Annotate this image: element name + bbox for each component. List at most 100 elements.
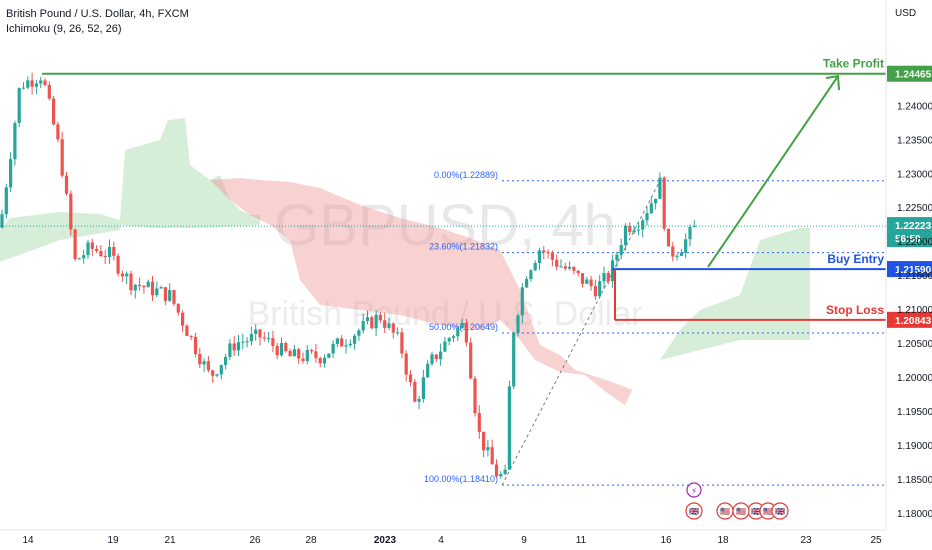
candle-body <box>318 358 322 364</box>
event-flag-icon[interactable]: 🇺🇸 <box>732 502 750 520</box>
time-tick: 28 <box>305 535 317 546</box>
take-profit-price-tag[interactable]: 1.24465 <box>887 65 932 82</box>
candle-body <box>469 342 473 379</box>
event-flag-icon[interactable]: 🇬🇧 <box>685 502 703 520</box>
event-flag-icon[interactable]: 🇬🇧 <box>771 502 789 520</box>
candle-body <box>443 341 447 352</box>
candle-body <box>99 251 103 257</box>
economic-events[interactable]: ⚡🇬🇧 🇺🇸 🇬🇧 🇺🇸 🇬🇧🇺🇸 <box>685 482 789 520</box>
candle-body <box>383 320 387 328</box>
projection-line[interactable] <box>707 75 839 268</box>
current-price-tag[interactable]: 1.22223 56:50 <box>887 217 932 248</box>
candle-body <box>619 245 623 255</box>
candle-body <box>245 341 249 343</box>
candle-body <box>77 258 81 260</box>
candle-body <box>555 259 559 267</box>
time-tick: 18 <box>717 535 729 546</box>
event-flag-glyph: 🇬🇧 <box>751 507 761 516</box>
candle-body <box>176 303 180 313</box>
watermark-name: British Pound / U.S. Dollar <box>248 295 643 333</box>
candle-body <box>168 290 172 301</box>
symbol-title[interactable]: British Pound / U.S. Dollar, 4h, FXCM <box>6 8 189 20</box>
candle-body <box>585 279 589 284</box>
cloud-bullish <box>660 228 810 360</box>
projection-arrow[interactable] <box>707 74 840 268</box>
event-flag-glyph: 🇬🇧 <box>775 507 785 516</box>
time-axis[interactable]: 14 19 21 26 28 2023 4 9 11 16 18 23 25 <box>22 535 882 546</box>
candle-body <box>512 332 516 387</box>
candle-body <box>279 342 284 356</box>
candle-body <box>654 198 658 204</box>
candle-body <box>340 338 344 347</box>
price-axis[interactable]: 1.24000 1.23500 1.23000 1.22500 1.22000 1.215… <box>897 101 932 520</box>
candle-body <box>155 288 159 296</box>
candle-body <box>193 336 198 354</box>
stop-loss-label: Stop Loss <box>826 303 884 317</box>
projection-arrowhead <box>825 74 840 91</box>
candle-body <box>636 229 640 231</box>
price-tick: 1.19500 <box>897 407 932 418</box>
time-tick: 16 <box>660 535 672 546</box>
time-tick: 2023 <box>374 535 397 546</box>
candle-body <box>666 228 671 247</box>
candle-body <box>310 350 314 352</box>
candle-body <box>568 266 572 269</box>
candle-body <box>649 203 653 214</box>
candle-body <box>529 270 533 279</box>
candle-body <box>292 349 296 357</box>
candle-body <box>211 370 215 376</box>
candle-body <box>129 273 133 291</box>
candle-body <box>361 321 365 331</box>
candle-body <box>133 284 137 291</box>
candle-body <box>589 279 593 287</box>
stop-loss-price-tag[interactable]: 1.20843 <box>887 311 932 328</box>
candle-body <box>232 343 236 351</box>
candle-body <box>400 332 404 354</box>
candle-body <box>335 338 339 344</box>
candle-body <box>13 122 17 160</box>
candle-body <box>60 139 64 176</box>
candle-body <box>675 255 679 257</box>
candle-body <box>374 314 378 329</box>
candle-body <box>576 270 580 274</box>
candle-body <box>112 246 116 256</box>
indicator-label[interactable]: Ichimoku (9, 26, 52, 26) <box>6 23 122 35</box>
candle-body <box>679 252 683 256</box>
candle-body <box>34 83 38 87</box>
chart-legend: British Pound / U.S. Dollar, 4h, FXCM Ic… <box>6 7 189 37</box>
candle-body <box>189 335 193 337</box>
buy-entry-price-tag[interactable]: 1.21590 <box>887 261 932 278</box>
time-tick: 25 <box>870 535 882 546</box>
candle-body <box>288 350 292 357</box>
candle-body <box>645 213 649 221</box>
candle-body <box>64 175 69 194</box>
candle-body <box>396 332 400 334</box>
candle-body <box>413 381 417 402</box>
candle-body <box>628 225 632 233</box>
price-tick: 1.22000 <box>897 237 932 248</box>
time-tick: 21 <box>164 535 176 546</box>
candle-body <box>623 225 628 246</box>
candle-body <box>107 246 112 257</box>
candle-body <box>301 358 305 362</box>
candle-body <box>408 374 413 382</box>
candle-body <box>39 80 43 84</box>
candle-body <box>572 266 576 271</box>
candle-body <box>348 343 352 346</box>
fib-level-label: 100.00%(1.18410) <box>424 474 498 484</box>
price-tag-value: 1.21590 <box>895 265 932 276</box>
candle-body <box>417 398 421 402</box>
candle-body <box>262 337 266 339</box>
current-price-value: 1.22223 <box>895 221 932 232</box>
event-lightning-icon[interactable]: ⚡ <box>686 482 702 498</box>
event-flag-icon[interactable]: 🇺🇸 <box>716 502 734 520</box>
candle-body <box>516 315 520 333</box>
candle-body <box>550 252 554 260</box>
candle-body <box>533 263 537 271</box>
event-flag-glyph: 🇺🇸 <box>736 507 746 516</box>
buy-entry-label: Buy Entry <box>827 252 884 266</box>
cloud-bullish <box>0 212 120 262</box>
candle-body <box>56 124 60 140</box>
